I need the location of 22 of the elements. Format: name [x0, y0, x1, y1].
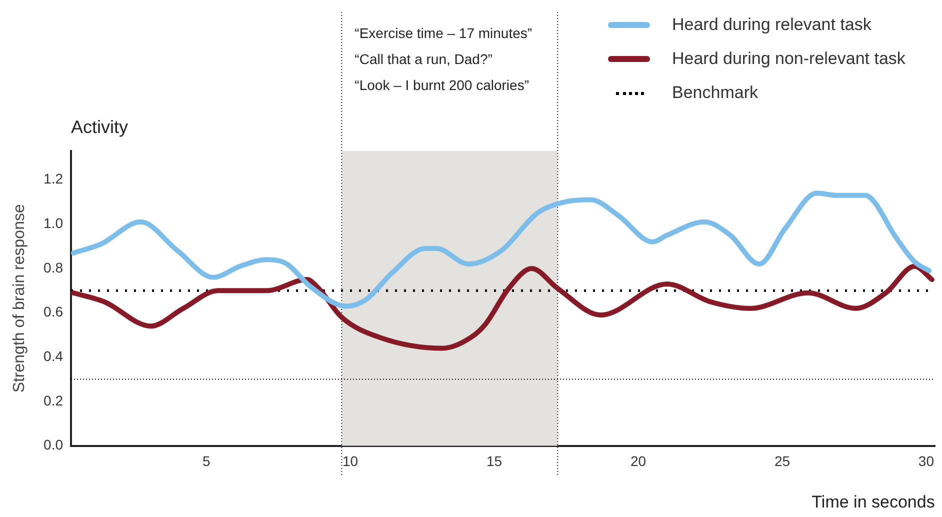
x-tick-label: 15 [486, 453, 502, 470]
text: “Call that a run, Dad?” [354, 50, 493, 67]
text: “Exercise time – 17 minutes” [354, 24, 532, 41]
y-tick-label: 1.2 [44, 170, 64, 187]
x-axis-title: Time in seconds [812, 492, 935, 512]
y-axis-title: Strength of brain response [11, 204, 28, 393]
y-tick-label: 1.0 [44, 215, 64, 232]
x-tick-label: 20 [630, 453, 646, 470]
legend-label: Heard during non-relevant task [672, 49, 906, 69]
y-tick-label: 0.6 [44, 304, 64, 320]
y-tick-label: 0.4 [44, 348, 64, 364]
x-tick-label: 25 [774, 453, 790, 470]
y-tick-label: 0.2 [44, 392, 64, 408]
y-tick-label: 0.0 [44, 436, 64, 453]
x-tick-label: 5 [202, 453, 210, 470]
y-tick-label: 0.8 [44, 259, 64, 276]
legend-label: Heard during relevant task [672, 15, 872, 35]
x-tick-label: 30 [918, 453, 934, 470]
legend-label: Benchmark [672, 83, 758, 103]
chart-title: Activity [71, 116, 128, 137]
x-tick-label: 10 [342, 453, 358, 470]
text: “Look – I burnt 200 calories” [354, 76, 530, 93]
